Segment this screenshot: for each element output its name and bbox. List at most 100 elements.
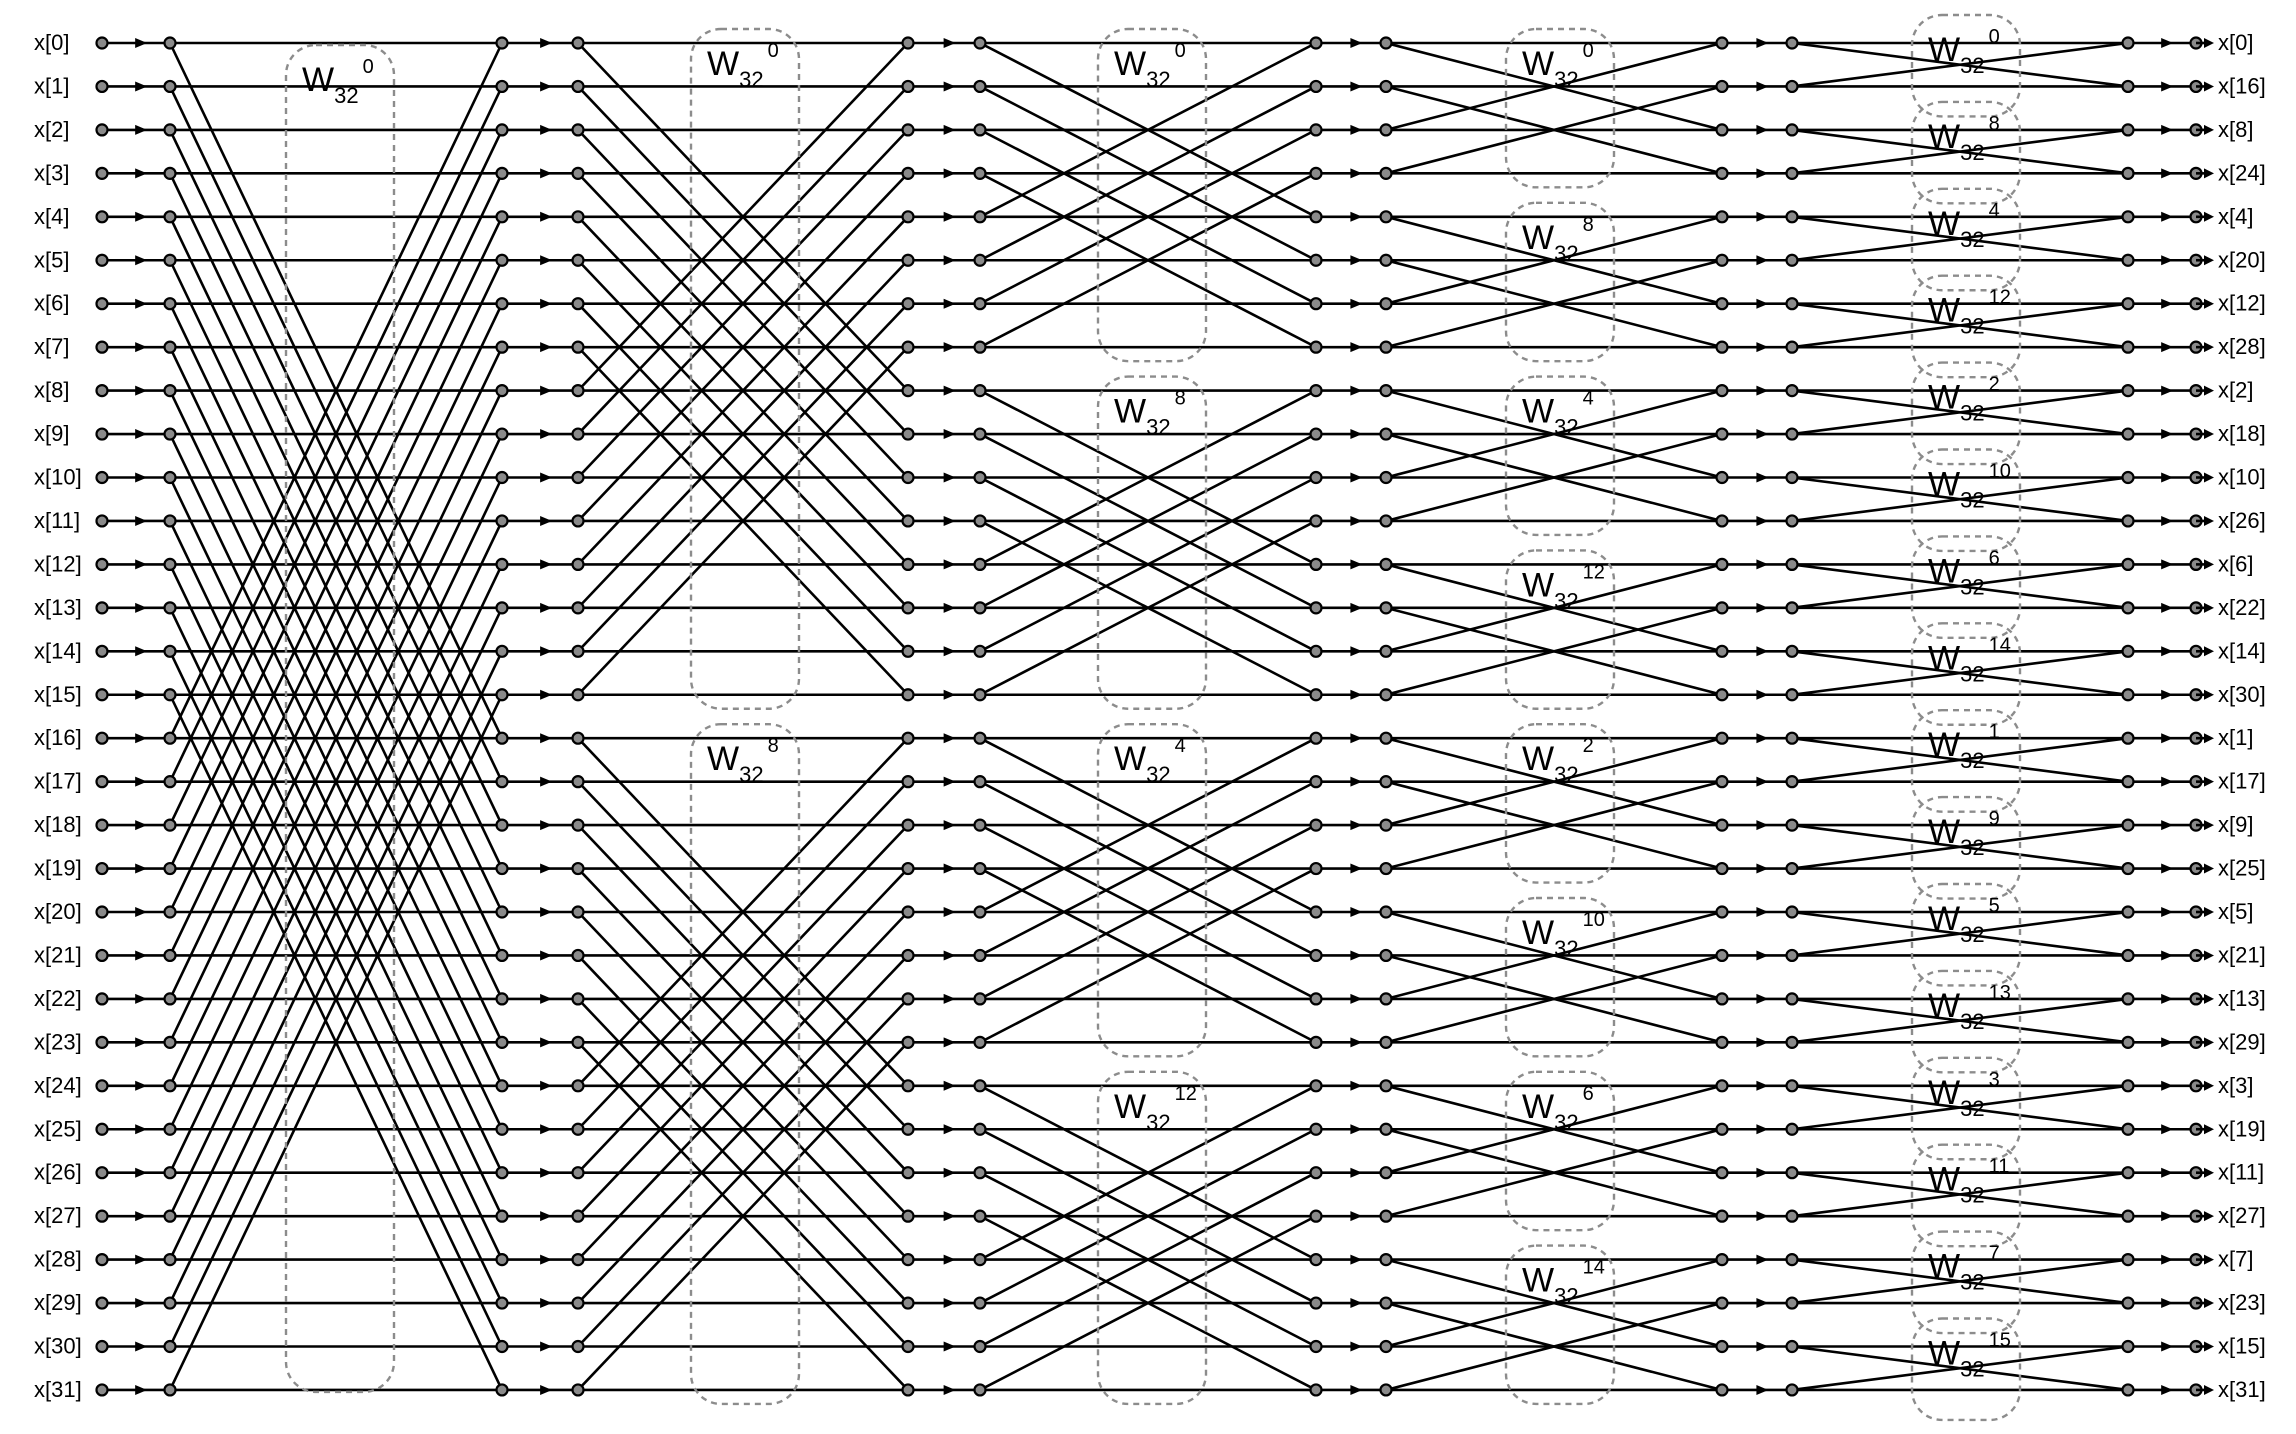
twiddle-exponent: 9 [1989,808,2000,830]
signal-node [1309,557,1323,572]
signal-node [2121,731,2135,745]
signal-node [1715,427,1729,441]
butterfly-line [1791,1084,2129,1131]
arrow-head [540,776,553,787]
output-label: x[27] [2218,1203,2266,1228]
twiddle-label: W3215 [1928,1330,2011,1382]
signal-node [973,427,987,441]
twiddle-subscript: 32 [1146,415,1170,440]
arrow-head [135,515,148,526]
signal-node [163,731,177,745]
signal-node [1785,166,1799,180]
input-label: x[17] [34,769,82,794]
arrow-head [1350,1037,1363,1048]
butterfly-line [1791,476,2129,523]
signal-node [571,427,585,441]
signal-node [571,1252,585,1267]
arrow-head [2204,429,2214,440]
signal-node [1379,905,1393,919]
arrow-head [943,689,956,700]
twiddle-subscript: 32 [1960,488,1984,513]
signal-node [1379,818,1393,832]
butterfly-line [979,172,1317,349]
twiddle-label: W324 [1522,388,1594,440]
butterfly-line [1791,736,2129,783]
butterfly-line [168,346,504,1043]
arrow-head [2204,298,2214,309]
arrow-head [943,1211,956,1222]
signal-node [95,948,109,963]
arrow-head [943,1080,956,1091]
signal-node [2121,1122,2135,1136]
butterfly-line [577,302,909,653]
butterfly-line [1791,1171,2129,1218]
signal-node [901,1383,915,1397]
signal-node [901,36,915,50]
twiddle-subscript: 32 [1960,1270,1984,1295]
arrow-head [2161,1037,2174,1048]
arrow-head [2161,1254,2174,1265]
signal-node [1309,1339,1323,1354]
arrow-head [540,211,553,222]
output-label: x[17] [2218,769,2266,794]
twiddle-exponent: 5 [1989,895,2000,917]
signal-node [1379,992,1393,1006]
signal-node [2121,297,2135,311]
twiddle-subscript: 32 [1554,762,1578,787]
twiddle-box [1910,1230,2022,1335]
arrow-head [1350,81,1363,92]
signal-node [1785,1296,1799,1310]
signal-node [1379,1252,1393,1267]
twiddle-exponent: 8 [768,735,779,757]
twiddle-label: W325 [1928,895,2000,947]
signal-node [1309,1079,1323,1093]
signal-node [901,1252,915,1267]
signal-node [95,210,109,224]
twiddle-subscript: 32 [1960,1357,1984,1382]
twiddle-base: W [1928,813,1960,851]
arrow-head [1756,1341,1769,1352]
butterfly-line [1385,1084,1723,1174]
signal-node [1309,948,1323,963]
signal-node [973,340,987,354]
twiddle-box [1910,100,2022,205]
arrow-head [2161,211,2174,222]
signal-node [973,1296,987,1310]
twiddle-label: W328 [1522,214,1594,266]
signal-node [1379,36,1393,50]
butterfly-line [979,737,1317,914]
signal-node [495,688,509,702]
arrow-head [943,907,956,917]
signal-node [901,818,915,832]
input-label: x[21] [34,942,82,967]
signal-node [1785,731,1799,745]
signal-node [1379,1383,1393,1397]
signal-node [973,253,987,267]
output-label: x[5] [2218,899,2253,924]
twiddle-box [1910,882,2022,987]
arrow-head [2204,646,2214,657]
twiddle-box [1096,723,1208,1058]
signal-node [1309,427,1323,441]
signal-node [1715,1166,1729,1180]
arrow-head [1350,124,1363,135]
signal-node [901,166,915,180]
butterfly-line [1385,780,1723,870]
arrow-head [2204,1211,2214,1222]
signal-node [2121,905,2135,919]
input-label: x[24] [34,1073,82,1098]
signal-node [1785,775,1799,789]
twiddle-exponent: 8 [1175,388,1186,410]
signal-node [95,470,109,485]
signal-node [163,79,177,94]
arrow-head [1756,1254,1769,1265]
arrow-head [2204,81,2214,92]
signal-node [1785,1035,1799,1049]
twiddle-subscript: 32 [1146,67,1170,92]
signal-node [1379,948,1393,963]
input-label: x[16] [34,725,82,750]
signal-node [1309,644,1323,658]
signal-node [1715,905,1729,919]
signal-node [571,1166,585,1180]
arrow-head [1350,602,1363,613]
